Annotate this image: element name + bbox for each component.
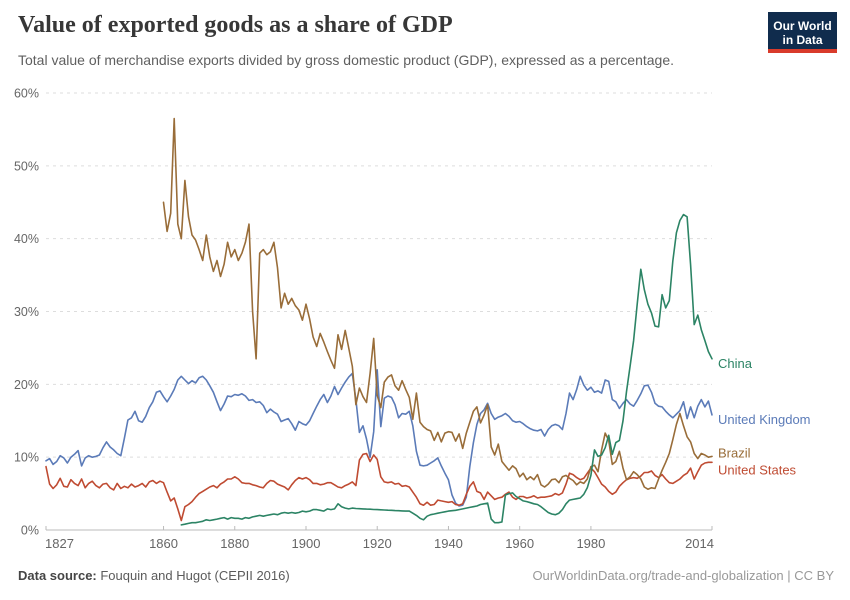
data-source: Data source: Fouquin and Hugot (CEPII 20… xyxy=(18,568,290,583)
page-title: Value of exported goods as a share of GD… xyxy=(18,12,453,38)
x-tick-label-1960: 1960 xyxy=(505,536,534,551)
y-tick-label-0: 0% xyxy=(21,524,39,538)
y-tick-label-30: 30% xyxy=(14,305,39,319)
owid-logo-line2: in Data xyxy=(782,32,823,47)
data-source-label: Data source: xyxy=(18,568,97,583)
x-tick-label-1860: 1860 xyxy=(149,536,178,551)
series-label-united-kingdom[interactable]: United Kingdom xyxy=(718,412,811,427)
y-tick-label-20: 20% xyxy=(14,378,39,392)
x-tick-label-1920: 1920 xyxy=(363,536,392,551)
x-tick-label-2014: 2014 xyxy=(685,536,714,551)
owid-citation-link[interactable]: OurWorldinData.org/trade-and-globalizati… xyxy=(532,568,834,583)
chart-subtitle: Total value of merchandise exports divid… xyxy=(18,52,674,68)
owid-logo-stripe xyxy=(768,49,837,53)
owid-logo[interactable]: Our World in Data xyxy=(768,12,837,53)
series-label-china[interactable]: China xyxy=(718,356,753,371)
series-label-brazil[interactable]: Brazil xyxy=(718,445,751,460)
x-tick-label-1900: 1900 xyxy=(292,536,321,551)
series-label-united-states[interactable]: United States xyxy=(718,462,797,477)
y-tick-label-40: 40% xyxy=(14,232,39,246)
y-tick-label-50: 50% xyxy=(14,159,39,173)
series-line-united-states xyxy=(45,452,713,522)
series-line-china xyxy=(180,213,713,526)
series-line-brazil xyxy=(162,117,713,490)
series-line-united-kingdom xyxy=(45,369,713,507)
data-source-value: Fouquin and Hugot (CEPII 2016) xyxy=(96,568,290,583)
x-tick-label-1880: 1880 xyxy=(220,536,249,551)
y-tick-label-60: 60% xyxy=(14,87,39,101)
y-tick-label-10: 10% xyxy=(14,451,39,465)
x-tick-label-1940: 1940 xyxy=(434,536,463,551)
x-tick-label-1980: 1980 xyxy=(576,536,605,551)
x-tick-label-1827: 1827 xyxy=(45,536,74,551)
owid-logo-line1: Our World xyxy=(773,18,832,33)
